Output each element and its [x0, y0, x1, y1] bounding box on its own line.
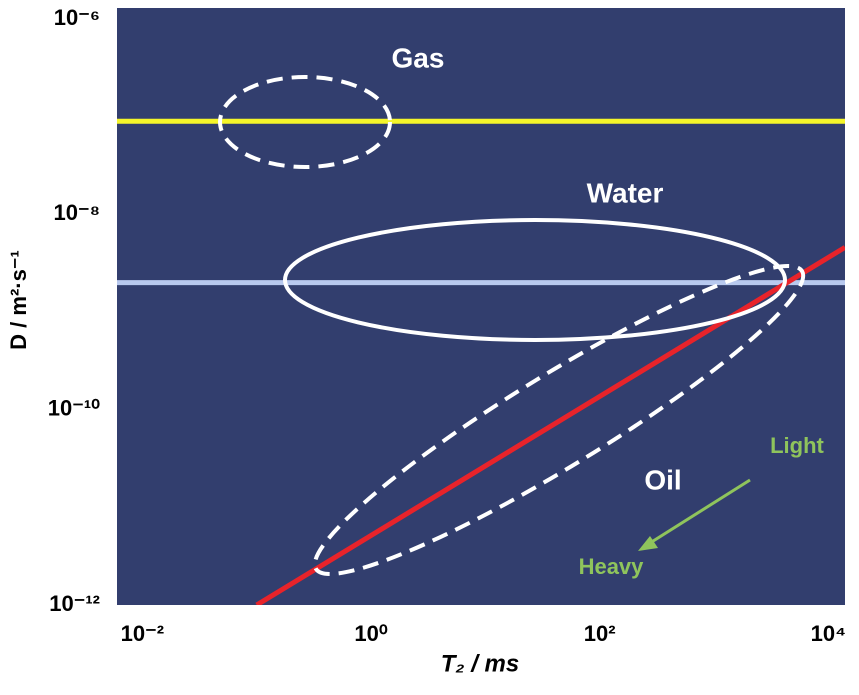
y-tick-label: 10⁻⁸	[54, 200, 100, 225]
annotation: Water	[587, 177, 664, 208]
water-region	[283, 218, 787, 342]
y-tick-label: 10⁻¹⁰	[48, 396, 100, 421]
x-tick-label: 10⁴	[811, 621, 846, 646]
x-axis-label: T₂ / ms	[441, 650, 520, 677]
arrow-shaft	[649, 478, 751, 545]
annotation: Gas	[392, 42, 445, 73]
y-axis-label: D / m²·s⁻¹	[6, 250, 31, 350]
regions	[218, 75, 806, 576]
x-tick-label: 10²	[584, 621, 616, 646]
plot-area	[117, 8, 845, 605]
x-tick-label: 10⁰	[354, 621, 387, 646]
annotation: Light	[770, 433, 824, 458]
series-line	[255, 245, 845, 605]
oil-region	[312, 264, 806, 576]
gas-region	[218, 75, 392, 169]
arrow	[638, 478, 751, 551]
annotation: Heavy	[579, 554, 645, 579]
series-group	[117, 118, 845, 605]
y-tick-label: 10⁻¹²	[49, 591, 100, 616]
arrow-head	[638, 536, 658, 551]
y-tick-label: 10⁻⁶	[54, 5, 100, 30]
annotation: Oil	[644, 464, 681, 495]
x-tick-label: 10⁻²	[121, 621, 164, 646]
